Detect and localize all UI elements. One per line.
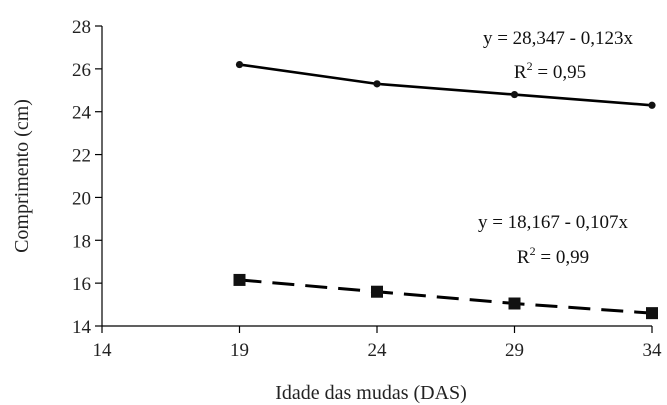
x-tick-label: 34 <box>643 340 663 361</box>
y-tick-label: 20 <box>72 188 91 209</box>
x-tick-label: 19 <box>230 340 249 361</box>
r2-series-1: R2 = 0,95 <box>514 59 586 83</box>
x-axis-title: Idade das mudas (DAS) <box>275 382 467 404</box>
y-tick-label: 24 <box>72 103 92 124</box>
x-tick-label: 29 <box>505 340 524 361</box>
y-tick-label: 16 <box>72 274 91 295</box>
y-tick-label: 22 <box>72 146 91 167</box>
equation-series-1: y = 28,347 - 0,123x <box>483 28 634 49</box>
series-2-line <box>239 278 653 315</box>
x-tick-label: 14 <box>93 340 113 361</box>
y-tick-label: 18 <box>72 231 91 252</box>
y-tick-label: 26 <box>72 60 91 81</box>
y-tick-label: 14 <box>72 317 92 338</box>
series-1-point <box>648 101 656 109</box>
equation-series-2: y = 18,167 - 0,107x <box>478 212 629 233</box>
series-1-point <box>373 80 381 88</box>
y-tick-labels: 14 16 18 20 22 24 26 28 <box>72 17 102 338</box>
series-2-point <box>233 273 246 286</box>
x-tick-labels: 14 19 24 29 34 <box>93 326 663 361</box>
annotation-series-1: y = 28,347 - 0,123x R2 = 0,95 <box>483 28 634 83</box>
series-1-line <box>239 63 653 107</box>
series-2-point <box>371 285 383 298</box>
r2-series-2: R2 = 0,99 <box>517 244 589 268</box>
x-tick-label: 24 <box>368 340 388 361</box>
y-axis-title: Comprimento (cm) <box>11 99 33 253</box>
series-1-point <box>235 60 244 69</box>
series-2-point <box>508 297 521 310</box>
fit-lines <box>239 63 653 315</box>
y-tick-label: 28 <box>72 17 91 38</box>
series-1-point <box>510 90 519 99</box>
annotation-series-2: y = 18,167 - 0,107x R2 = 0,99 <box>478 212 629 268</box>
series-2-point <box>646 307 658 320</box>
data-points <box>233 60 658 320</box>
